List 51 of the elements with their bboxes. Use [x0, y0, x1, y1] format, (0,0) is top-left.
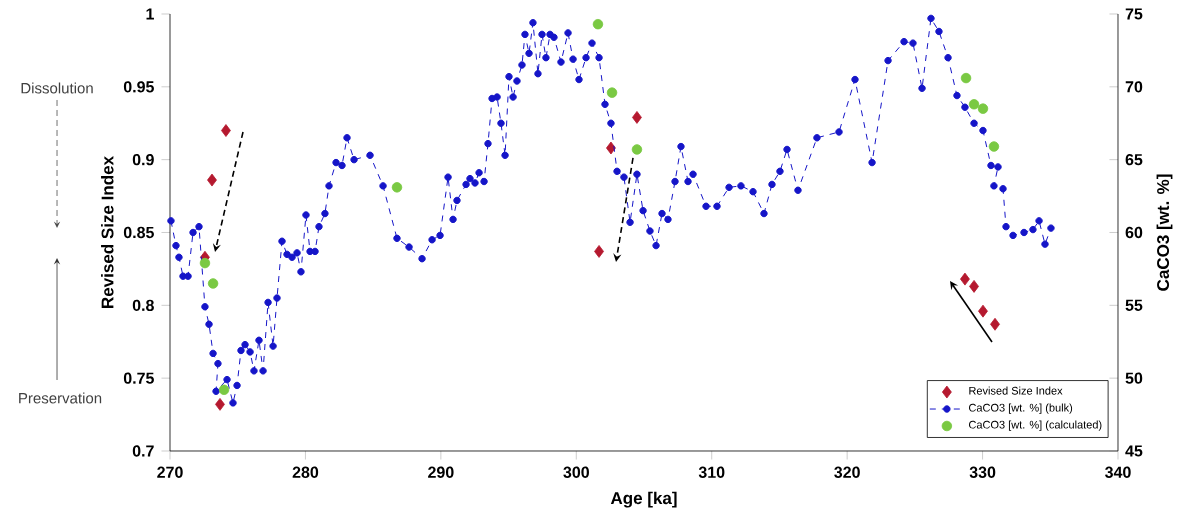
- point: [391, 182, 403, 193]
- point: [606, 87, 618, 98]
- y-tick-label: 0.7: [132, 445, 154, 457]
- y2-tick-label: 70: [1125, 81, 1143, 93]
- legend-label: CaCO3 [wt. %] (bulk): [969, 403, 1073, 414]
- point: [988, 141, 1000, 152]
- y2-tick-label: 45: [1125, 445, 1143, 457]
- point: [631, 144, 643, 155]
- y-axis-title: Revised Size Index: [101, 156, 114, 308]
- legend-label: Revised Size Index: [969, 386, 1063, 395]
- point: [592, 18, 604, 30]
- point: [199, 257, 211, 269]
- y2-tick-label: 75: [1125, 8, 1143, 20]
- x-axis-title: Age [ka]: [610, 491, 677, 508]
- text: Preservation: [19, 392, 102, 404]
- point: [960, 272, 970, 286]
- point: [977, 103, 989, 114]
- point: [221, 124, 231, 137]
- x-tick-label: 300: [563, 466, 589, 478]
- point: [606, 141, 616, 155]
- point: [969, 279, 979, 293]
- y-tick-label: 0.8: [132, 299, 154, 311]
- point: [207, 173, 217, 187]
- y2-axis-title: CaCO3 [wt. %]: [1156, 174, 1173, 291]
- point: [632, 111, 642, 124]
- x-tick-label: 280: [292, 466, 319, 478]
- x-tick-label: 330: [969, 466, 996, 478]
- y2-tick-label: 55: [1125, 299, 1143, 311]
- legend-label: CaCO3 [wt. %] (calculated): [969, 420, 1102, 431]
- x-tick-label: 270: [157, 466, 183, 478]
- y-tick-label: 0.95: [123, 81, 154, 93]
- y2-tick-label: 50: [1125, 372, 1143, 384]
- y-tick-label: 0.85: [123, 226, 154, 239]
- point: [990, 317, 1000, 331]
- y2-tick-label: 60: [1125, 226, 1143, 239]
- y-tick-label: 0.75: [123, 372, 154, 384]
- y2-tick-label: 65: [1125, 154, 1143, 166]
- y-tick-label: 0.9: [132, 154, 154, 166]
- point: [978, 304, 988, 318]
- point: [207, 278, 219, 289]
- point: [215, 397, 225, 411]
- y-tick-label: 1: [146, 8, 154, 20]
- x-tick-label: 290: [428, 466, 454, 478]
- text: Dissolution: [21, 82, 93, 94]
- point: [968, 99, 980, 110]
- x-tick-label: 310: [698, 466, 725, 478]
- point: [960, 72, 972, 84]
- x-tick-label: 320: [834, 466, 860, 478]
- x-tick-label: 340: [1105, 466, 1131, 478]
- point: [218, 384, 230, 395]
- point: [594, 245, 604, 258]
